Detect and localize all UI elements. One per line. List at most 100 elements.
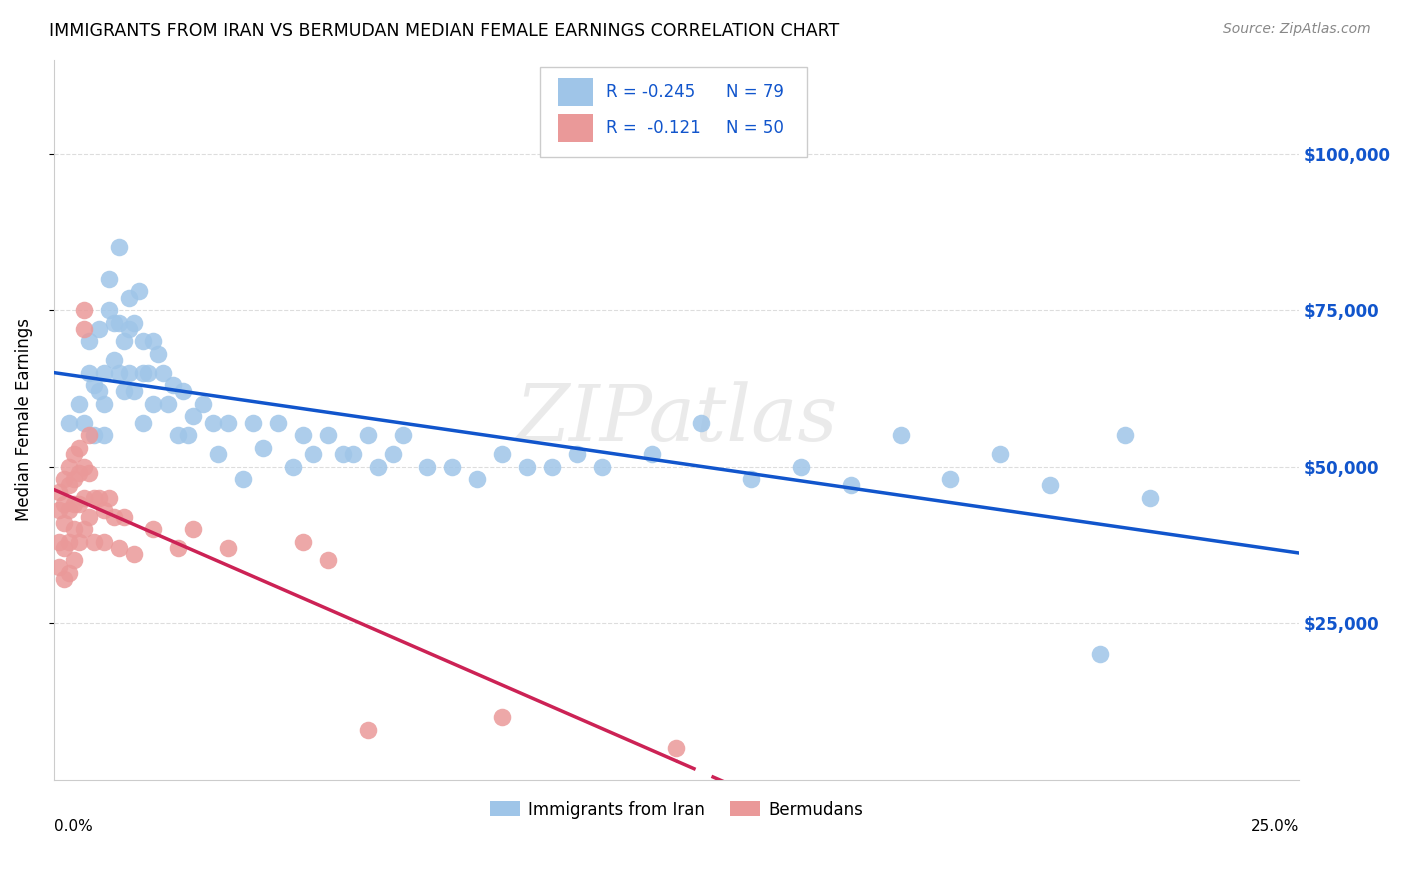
Point — [890, 428, 912, 442]
Point — [242, 416, 264, 430]
Point — [281, 459, 304, 474]
Point — [491, 710, 513, 724]
Point — [77, 428, 100, 442]
Point — [73, 322, 96, 336]
Y-axis label: Median Female Earnings: Median Female Earnings — [15, 318, 32, 521]
Point — [217, 416, 239, 430]
Point — [87, 322, 110, 336]
Point — [58, 503, 80, 517]
Point — [67, 466, 90, 480]
Point — [73, 522, 96, 536]
Text: Source: ZipAtlas.com: Source: ZipAtlas.com — [1223, 22, 1371, 37]
Point — [1139, 491, 1161, 505]
Point — [77, 366, 100, 380]
Point — [142, 397, 165, 411]
Point — [77, 509, 100, 524]
Point — [48, 534, 70, 549]
Point — [491, 447, 513, 461]
Point — [167, 541, 190, 555]
Point — [132, 416, 155, 430]
Point — [162, 378, 184, 392]
Point — [77, 466, 100, 480]
Point — [87, 491, 110, 505]
Point — [67, 441, 90, 455]
FancyBboxPatch shape — [558, 78, 593, 106]
Point — [416, 459, 439, 474]
Point — [316, 553, 339, 567]
Point — [103, 316, 125, 330]
Point — [939, 472, 962, 486]
Point — [316, 428, 339, 442]
Point — [62, 497, 84, 511]
Point — [67, 497, 90, 511]
Point — [117, 291, 139, 305]
Point — [381, 447, 404, 461]
Point — [391, 428, 413, 442]
Point — [441, 459, 464, 474]
Point — [1088, 648, 1111, 662]
Point — [202, 416, 225, 430]
Point — [591, 459, 613, 474]
Point — [291, 428, 314, 442]
Point — [267, 416, 290, 430]
Text: ZIPatlas: ZIPatlas — [515, 382, 838, 458]
Point — [207, 447, 229, 461]
Point — [107, 366, 129, 380]
Point — [152, 366, 174, 380]
FancyBboxPatch shape — [558, 113, 593, 143]
Point — [232, 472, 254, 486]
Point — [181, 522, 204, 536]
Point — [138, 366, 160, 380]
Point — [167, 428, 190, 442]
Point — [48, 559, 70, 574]
Point — [48, 484, 70, 499]
Point — [58, 534, 80, 549]
Point — [740, 472, 762, 486]
Point — [132, 334, 155, 349]
Point — [58, 566, 80, 580]
Point — [52, 572, 75, 586]
Point — [97, 303, 120, 318]
Point — [142, 522, 165, 536]
Point — [87, 384, 110, 399]
Point — [291, 534, 314, 549]
Point — [465, 472, 488, 486]
Point — [58, 459, 80, 474]
Text: R =  -0.121: R = -0.121 — [606, 119, 700, 137]
Point — [640, 447, 662, 461]
Text: 0.0%: 0.0% — [53, 819, 93, 834]
Point — [93, 503, 115, 517]
Point — [93, 428, 115, 442]
Point — [356, 428, 378, 442]
Text: R = -0.245: R = -0.245 — [606, 83, 695, 101]
Point — [103, 353, 125, 368]
Point — [122, 384, 145, 399]
Point — [839, 478, 862, 492]
Point — [83, 378, 105, 392]
Point — [107, 541, 129, 555]
Point — [73, 303, 96, 318]
Point — [73, 491, 96, 505]
Point — [58, 478, 80, 492]
Legend: Immigrants from Iran, Bermudans: Immigrants from Iran, Bermudans — [484, 794, 870, 825]
Point — [112, 334, 135, 349]
Point — [62, 553, 84, 567]
Point — [52, 516, 75, 530]
Point — [83, 534, 105, 549]
Point — [48, 503, 70, 517]
Point — [565, 447, 588, 461]
Point — [1039, 478, 1062, 492]
Point — [665, 741, 688, 756]
Point — [356, 723, 378, 737]
Point — [52, 541, 75, 555]
Point — [62, 522, 84, 536]
Point — [367, 459, 389, 474]
Point — [172, 384, 194, 399]
FancyBboxPatch shape — [540, 67, 807, 157]
Point — [132, 366, 155, 380]
Point — [97, 491, 120, 505]
Point — [83, 428, 105, 442]
Point — [157, 397, 180, 411]
Point — [73, 416, 96, 430]
Text: 25.0%: 25.0% — [1251, 819, 1299, 834]
